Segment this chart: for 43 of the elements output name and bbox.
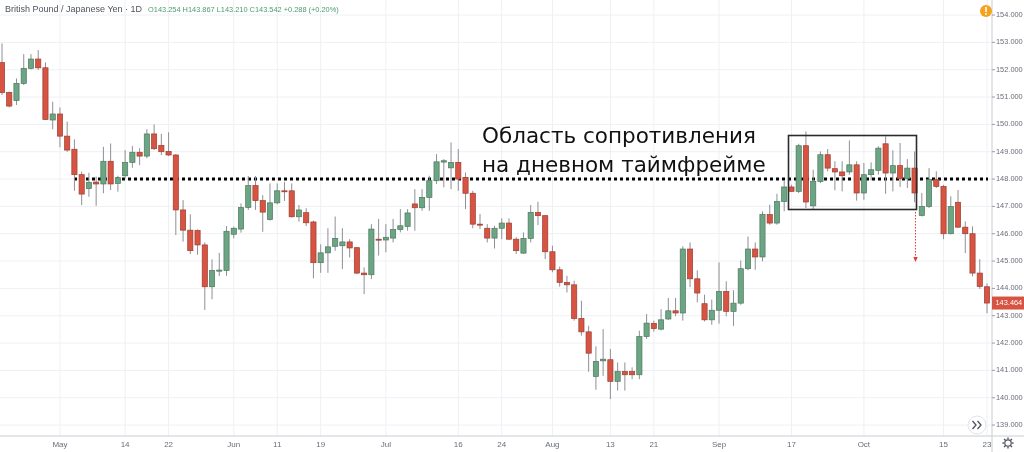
x-tick-label: 11 xyxy=(273,440,282,449)
candlestick xyxy=(672,297,679,317)
x-tick-label: 22 xyxy=(164,440,174,449)
candlestick xyxy=(296,204,302,223)
x-tick-label: 23 xyxy=(982,440,992,449)
candlestick xyxy=(600,328,607,377)
x-tick-label: 19 xyxy=(316,440,326,449)
x-tick-label: Jul xyxy=(380,440,392,449)
candlestick xyxy=(49,101,56,130)
candlestick xyxy=(411,188,418,232)
x-tick-label: Sep xyxy=(711,440,727,449)
x-tick-label: May xyxy=(52,440,68,449)
candlestick xyxy=(85,172,92,198)
x-tick-label: 13 xyxy=(605,440,616,449)
annotation: Область сопротивления на дневном таймфрейме xyxy=(482,123,766,177)
candlestick xyxy=(904,158,911,189)
candlestick xyxy=(484,223,491,243)
x-tick-label: 16 xyxy=(453,440,464,449)
candlestick xyxy=(143,128,150,159)
candlestick xyxy=(897,142,904,188)
x-tick-label: Oct xyxy=(857,440,871,449)
candlestick xyxy=(592,345,599,391)
candlestick xyxy=(614,361,621,392)
candlestick xyxy=(100,146,107,194)
chart-title: British Pound / Japanese Yen · 1D xyxy=(5,4,143,14)
x-tick-label: 21 xyxy=(649,440,659,449)
candlestick xyxy=(752,241,759,271)
candlestick xyxy=(114,175,121,193)
x-tick-label: 17 xyxy=(787,440,797,449)
x-tick-label: 24 xyxy=(497,440,507,449)
candlestick xyxy=(889,149,896,192)
candlestick xyxy=(375,218,382,257)
candlestick xyxy=(107,143,114,191)
candlestick xyxy=(701,294,708,322)
x-tick-label: 15 xyxy=(939,440,949,449)
x-tick-label: Aug xyxy=(545,440,560,449)
candlestick xyxy=(766,204,773,226)
candlestick xyxy=(93,176,100,207)
candlestick xyxy=(607,348,614,400)
candlestick xyxy=(846,140,853,176)
x-tick-label: Jun xyxy=(227,440,241,449)
candlestick xyxy=(723,280,730,317)
x-tick-label: 14 xyxy=(120,440,131,449)
